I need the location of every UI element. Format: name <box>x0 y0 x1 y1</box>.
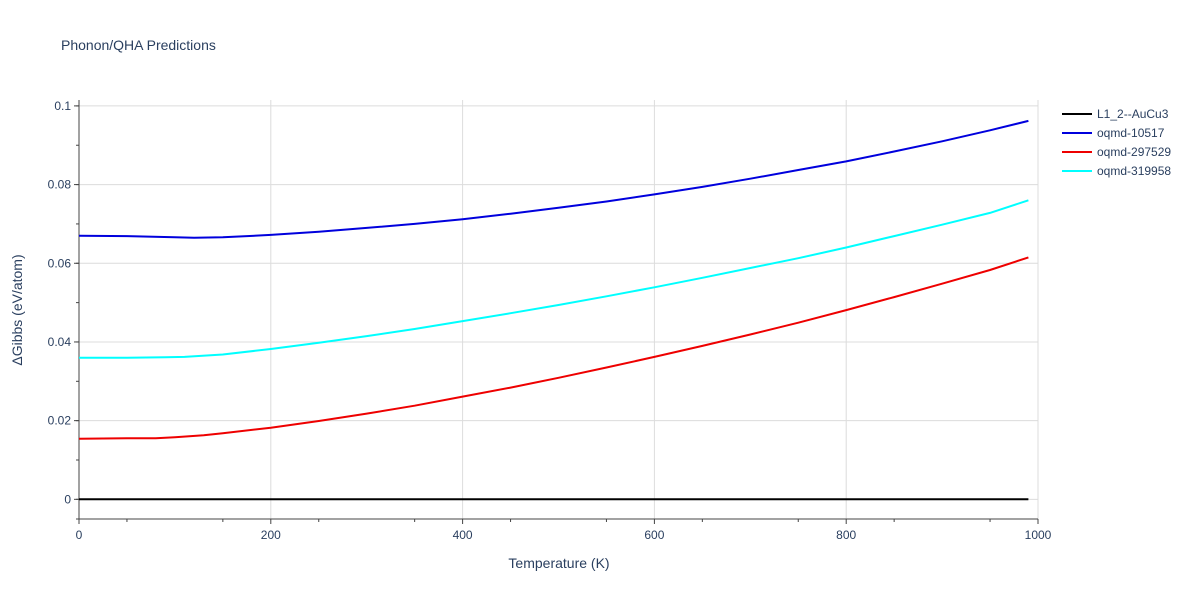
x-tick-label: 600 <box>644 528 664 542</box>
series-line-oqmd-297529[interactable] <box>78 256 1029 440</box>
x-tick-label: 0 <box>76 528 83 542</box>
legend-item-L1_2--AuCu3[interactable]: L1_2--AuCu3 <box>1062 107 1169 121</box>
y-tick-label: 0.02 <box>48 414 72 428</box>
y-tick-label: 0.08 <box>48 178 72 192</box>
legend-label: oqmd-10517 <box>1097 126 1165 140</box>
y-tick-label: 0.04 <box>48 335 72 349</box>
x-axis-title: Temperature (K) <box>508 555 609 571</box>
legend-label: L1_2--AuCu3 <box>1097 107 1169 121</box>
x-tick-label: 200 <box>261 528 281 542</box>
y-tick-label: 0.06 <box>48 256 72 270</box>
legend[interactable]: L1_2--AuCu3 oqmd-10517 oqmd-297529 oqmd-319… <box>1062 107 1171 178</box>
x-tick-label: 800 <box>836 528 856 542</box>
grid <box>79 100 1039 519</box>
x-tick-label: 1000 <box>1025 528 1052 542</box>
legend-item-oqmd-297529[interactable]: oqmd-297529 <box>1062 145 1171 159</box>
legend-label: oqmd-297529 <box>1097 145 1171 159</box>
series-line-oqmd-319958[interactable] <box>79 199 1029 359</box>
x-tick-label: 400 <box>453 528 473 542</box>
y-tick-label: 0 <box>64 492 71 506</box>
legend-item-oqmd-319958[interactable]: oqmd-319958 <box>1062 164 1171 178</box>
legend-label: oqmd-319958 <box>1097 164 1171 178</box>
series-line-oqmd-10517[interactable] <box>78 119 1029 239</box>
y-tick-label: 0.1 <box>54 99 71 113</box>
chart-title: Phonon/QHA Predictions <box>61 37 216 53</box>
plot-area <box>78 119 1029 501</box>
axes: 0 200 400 600 800 1000 0 0.02 0.04 0.06 0.08 0.1 <box>48 99 1052 542</box>
legend-item-oqmd-10517[interactable]: oqmd-10517 <box>1062 126 1165 140</box>
y-axis-title: ΔGibbs (eV/atom) <box>9 254 25 365</box>
